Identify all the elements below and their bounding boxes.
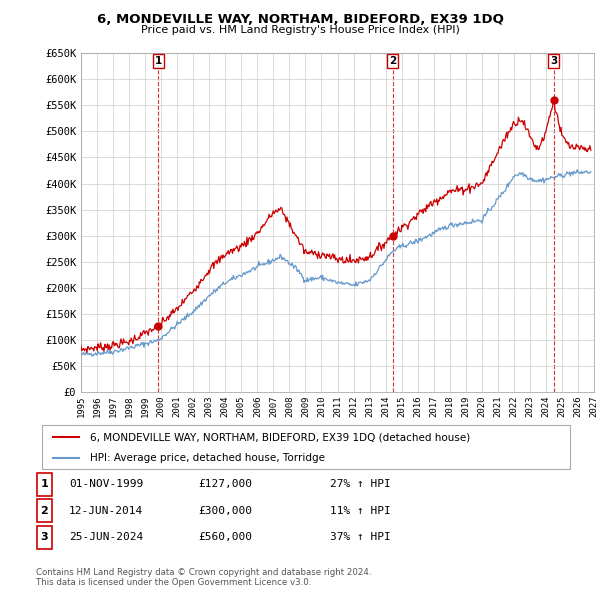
Text: 3: 3 [41, 532, 48, 542]
Text: 25-JUN-2024: 25-JUN-2024 [69, 532, 143, 542]
Text: Contains HM Land Registry data © Crown copyright and database right 2024.
This d: Contains HM Land Registry data © Crown c… [36, 568, 371, 587]
Text: 6, MONDEVILLE WAY, NORTHAM, BIDEFORD, EX39 1DQ: 6, MONDEVILLE WAY, NORTHAM, BIDEFORD, EX… [97, 13, 503, 26]
Text: 2: 2 [41, 506, 48, 516]
Text: 01-NOV-1999: 01-NOV-1999 [69, 479, 143, 489]
Text: Price paid vs. HM Land Registry's House Price Index (HPI): Price paid vs. HM Land Registry's House … [140, 25, 460, 35]
Text: 1: 1 [41, 479, 48, 489]
Text: £127,000: £127,000 [198, 479, 252, 489]
Text: £300,000: £300,000 [198, 506, 252, 516]
Text: £560,000: £560,000 [198, 532, 252, 542]
Text: 27% ↑ HPI: 27% ↑ HPI [330, 479, 391, 489]
Text: 12-JUN-2014: 12-JUN-2014 [69, 506, 143, 516]
Text: 1: 1 [155, 56, 162, 66]
Text: 11% ↑ HPI: 11% ↑ HPI [330, 506, 391, 516]
Text: 2: 2 [389, 56, 396, 66]
Text: 3: 3 [550, 56, 557, 66]
Text: HPI: Average price, detached house, Torridge: HPI: Average price, detached house, Torr… [89, 453, 325, 463]
Text: 37% ↑ HPI: 37% ↑ HPI [330, 532, 391, 542]
Text: 6, MONDEVILLE WAY, NORTHAM, BIDEFORD, EX39 1DQ (detached house): 6, MONDEVILLE WAY, NORTHAM, BIDEFORD, EX… [89, 432, 470, 442]
